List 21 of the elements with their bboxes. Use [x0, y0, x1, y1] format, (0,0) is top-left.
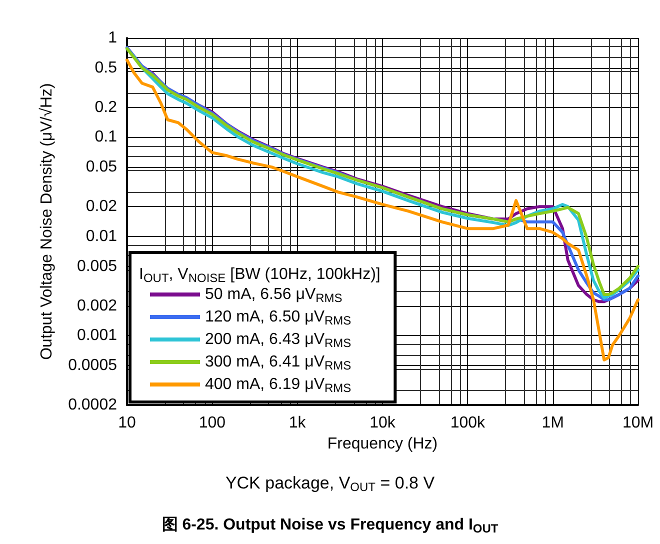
y-tick-label: 0.002 [76, 297, 118, 314]
y-tick-label: 0.01 [86, 228, 118, 245]
y-tick-label: 0.0005 [68, 357, 118, 374]
y-tick-label: 0.0002 [68, 396, 118, 414]
x-tick-label: 100 [198, 414, 226, 432]
y-tick-label: 1 [108, 30, 118, 46]
y-tick-label: 0.1 [94, 128, 118, 146]
x-tick-label: 100k [450, 414, 486, 432]
y-axis-title: Output Voltage Noise Density (μV/√Hz) [38, 83, 56, 360]
y-tick-label: 0.005 [76, 258, 118, 275]
y-tick-label: 0.001 [76, 327, 118, 344]
x-tick-label: 10k [370, 414, 396, 432]
x-tick-label: 1M [542, 414, 564, 432]
x-axis-title: Frequency (Hz) [327, 435, 438, 452]
y-tick-label: 0.2 [94, 98, 118, 116]
x-tick-label: 10M [622, 414, 654, 432]
y-tick-label: 0.5 [94, 59, 118, 76]
x-tick-label: 1k [288, 414, 307, 432]
x-tick-label: 10 [118, 414, 136, 432]
y-tick-label: 0.05 [86, 158, 118, 176]
y-tick-label: 0.02 [86, 198, 118, 216]
